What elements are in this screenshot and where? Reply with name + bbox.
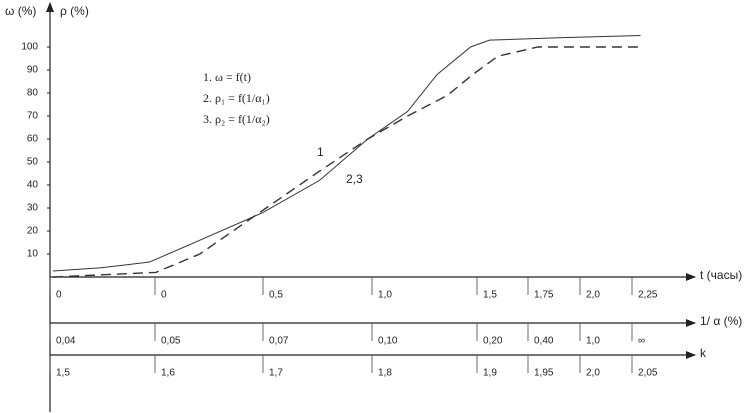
y-label: ω (%) bbox=[5, 4, 36, 18]
y-tick-label: 20 bbox=[27, 226, 39, 237]
x-tick-label: 1,95 bbox=[534, 368, 554, 379]
x-tick-label: 0 bbox=[161, 290, 167, 301]
x-tick-label: 2,0 bbox=[586, 290, 600, 301]
x-tick-label: 0,05 bbox=[161, 336, 181, 347]
y-tick-label: 90 bbox=[27, 65, 39, 76]
x-tick-label: ∞ bbox=[638, 336, 645, 347]
x-tick-label: 1,75 bbox=[534, 290, 554, 301]
x-tick-label: 2,25 bbox=[638, 290, 658, 301]
x-axis-label: k bbox=[700, 346, 707, 360]
y-tick-label: 50 bbox=[27, 157, 39, 168]
series-label: 2,3 bbox=[346, 172, 363, 186]
y-label: ρ (%) bbox=[60, 4, 89, 18]
y-tick-label: 70 bbox=[27, 111, 39, 122]
y-tick-label: 30 bbox=[27, 203, 39, 214]
line-series bbox=[52, 46, 641, 278]
x-tick-label: 0,5 bbox=[269, 290, 283, 301]
x-tick-label: 2,0 bbox=[586, 368, 600, 379]
x-tick-label: 0,20 bbox=[483, 336, 503, 347]
y-tick-label: 60 bbox=[27, 134, 39, 145]
y-tick-label: 40 bbox=[27, 180, 39, 191]
legend-item: 3. ρ₂ = f(1/α₂) bbox=[203, 112, 270, 126]
x-tick-label: 0,40 bbox=[534, 336, 554, 347]
x-tick-label: 1,5 bbox=[56, 368, 70, 379]
y-tick-label: 80 bbox=[27, 88, 39, 99]
legend-item: 2. ρ₁ = f(1/α₁) bbox=[203, 91, 270, 105]
x-tick-label: 1,7 bbox=[269, 368, 283, 379]
x-tick-label: 2,05 bbox=[638, 368, 658, 379]
legend-item: 1. ω = f(t) bbox=[203, 70, 251, 84]
x-tick-label: 1,0 bbox=[378, 290, 392, 301]
x-tick-label: 1,6 bbox=[161, 368, 175, 379]
y-tick-label: 100 bbox=[21, 42, 38, 53]
x-axis-label: 1/ α (%) bbox=[700, 314, 742, 328]
x-tick-label: 0 bbox=[56, 290, 62, 301]
series-label: 1 bbox=[317, 145, 324, 159]
x-tick-label: 1,9 bbox=[483, 368, 497, 379]
x-tick-label: 0,07 bbox=[269, 336, 289, 347]
x-tick-label: 0,04 bbox=[56, 336, 76, 347]
x-tick-label: 1,0 bbox=[586, 336, 600, 347]
x-axis-label: t (часы) bbox=[700, 268, 742, 282]
x-tick-label: 1,5 bbox=[483, 290, 497, 301]
y-tick-label: 10 bbox=[27, 249, 39, 260]
x-tick-label: 0,10 bbox=[378, 336, 398, 347]
x-tick-label: 1,8 bbox=[378, 368, 392, 379]
